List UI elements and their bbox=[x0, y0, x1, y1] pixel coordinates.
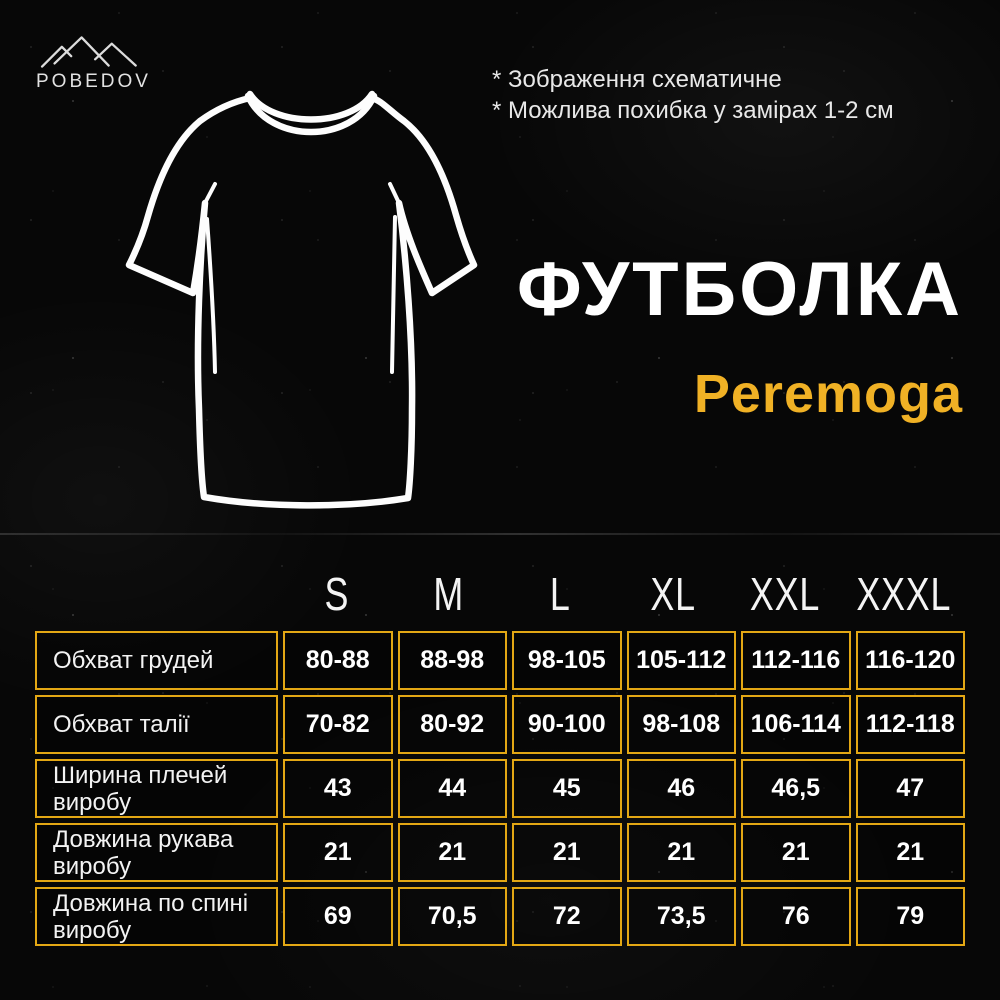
product-title: ФУТБОЛКА bbox=[516, 247, 963, 332]
size-value-cell: 116-120 bbox=[855, 631, 965, 690]
size-value-cell: 76 bbox=[741, 887, 851, 946]
size-value-cell: 70-82 bbox=[283, 695, 393, 754]
size-table: S M L XL XXL XXXL Обхват грудей 80-88 88… bbox=[35, 566, 965, 946]
brand-name: POBEDOV bbox=[36, 71, 151, 92]
size-value-cell: 44 bbox=[397, 759, 507, 818]
size-value-cell: 21 bbox=[397, 823, 507, 882]
size-col-header-label: XXL bbox=[749, 568, 820, 620]
size-value-cell: 45 bbox=[512, 759, 622, 818]
size-col-header-label: S bbox=[324, 568, 349, 620]
size-value-cell: 21 bbox=[512, 823, 622, 882]
size-value-cell: 43 bbox=[283, 759, 393, 818]
size-col-header-xxxl: XXXL bbox=[843, 567, 965, 621]
size-value-cell: 73,5 bbox=[626, 887, 736, 946]
size-value-cell: 21 bbox=[855, 823, 965, 882]
size-col-header-m: M bbox=[395, 567, 502, 621]
brand-logo: POBEDOV bbox=[36, 36, 148, 93]
size-value-cell: 90-100 bbox=[512, 695, 622, 754]
row-label: Довжина по спині виробу bbox=[35, 887, 278, 946]
size-value-cell: 47 bbox=[855, 759, 965, 818]
size-value-cell: 21 bbox=[741, 823, 851, 882]
size-value-cell: 21 bbox=[626, 823, 736, 882]
size-value-cell: 46,5 bbox=[741, 759, 851, 818]
size-col-header-label: XXXL bbox=[856, 568, 952, 620]
size-value-cell: 105-112 bbox=[626, 631, 736, 690]
size-value-cell: 70,5 bbox=[397, 887, 507, 946]
size-col-header-label: XL bbox=[650, 568, 696, 620]
row-label: Обхват грудей bbox=[35, 631, 278, 690]
mountains-icon bbox=[40, 36, 137, 68]
tshirt-outline-illustration bbox=[125, 90, 478, 509]
disclaimer-line-2: * Можлива похибка у замірах 1-2 см bbox=[492, 97, 894, 124]
size-value-cell: 46 bbox=[626, 759, 736, 818]
disclaimer-line-1: * Зображення схематичне bbox=[492, 66, 782, 93]
size-value-cell: 98-105 bbox=[512, 631, 622, 690]
size-value-cell: 80-92 bbox=[397, 695, 507, 754]
size-col-header-xl: XL bbox=[619, 567, 726, 621]
size-value-cell: 112-116 bbox=[741, 631, 851, 690]
size-grid: Обхват грудей 80-88 88-98 98-105 105-112… bbox=[35, 631, 965, 946]
disclaimer-notes: * Зображення схематичне * Можлива похибк… bbox=[492, 64, 894, 126]
size-value-cell: 79 bbox=[855, 887, 965, 946]
product-title-block: ФУТБОЛКА Peremoga bbox=[516, 247, 963, 424]
size-value-cell: 112-118 bbox=[855, 695, 965, 754]
row-label: Обхват талії bbox=[35, 695, 278, 754]
size-col-header-label: L bbox=[550, 568, 572, 620]
row-label: Довжина рукава виробу bbox=[35, 823, 278, 882]
size-col-header-label: M bbox=[433, 568, 464, 620]
size-col-header-xxl: XXL bbox=[731, 567, 838, 621]
size-header-row: S M L XL XXL XXXL bbox=[35, 566, 965, 622]
size-value-cell: 88-98 bbox=[397, 631, 507, 690]
row-label: Ширина плечей виробу bbox=[35, 759, 278, 818]
size-value-cell: 72 bbox=[512, 887, 622, 946]
product-model-name: Peremoga bbox=[693, 364, 963, 424]
size-value-cell: 106-114 bbox=[741, 695, 851, 754]
size-value-cell: 69 bbox=[283, 887, 393, 946]
size-value-cell: 80-88 bbox=[283, 631, 393, 690]
size-col-header-s: S bbox=[283, 567, 390, 621]
size-col-header-l: L bbox=[507, 567, 614, 621]
size-value-cell: 21 bbox=[283, 823, 393, 882]
background-scratch-line bbox=[0, 533, 1000, 535]
size-value-cell: 98-108 bbox=[626, 695, 736, 754]
